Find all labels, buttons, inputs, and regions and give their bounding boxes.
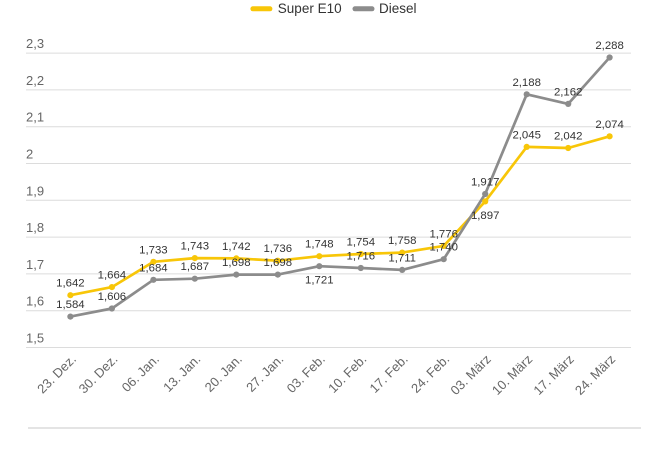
svg-text:1,642: 1,642 xyxy=(56,278,85,290)
svg-text:2: 2 xyxy=(26,147,33,162)
svg-text:2,074: 2,074 xyxy=(595,119,624,131)
svg-text:1,743: 1,743 xyxy=(181,241,210,253)
svg-text:1,7: 1,7 xyxy=(26,257,44,272)
svg-text:1,736: 1,736 xyxy=(264,243,293,255)
svg-text:1,584: 1,584 xyxy=(56,299,85,311)
svg-text:1,776: 1,776 xyxy=(429,228,458,240)
svg-text:1,8: 1,8 xyxy=(26,220,44,235)
svg-text:2,288: 2,288 xyxy=(595,40,624,52)
svg-text:2,1: 2,1 xyxy=(26,110,44,125)
svg-text:1,758: 1,758 xyxy=(388,235,417,247)
svg-text:2,042: 2,042 xyxy=(554,131,583,143)
svg-text:1,684: 1,684 xyxy=(139,262,168,274)
svg-text:1,5: 1,5 xyxy=(26,331,44,346)
svg-text:1,897: 1,897 xyxy=(471,210,500,222)
svg-text:1,733: 1,733 xyxy=(139,244,168,256)
svg-text:2,188: 2,188 xyxy=(512,77,541,89)
svg-text:1,698: 1,698 xyxy=(264,257,293,269)
svg-text:1,9: 1,9 xyxy=(26,183,44,198)
svg-text:Diesel: Diesel xyxy=(379,1,417,16)
svg-text:1,740: 1,740 xyxy=(429,242,458,254)
svg-text:1,721: 1,721 xyxy=(305,275,334,287)
svg-text:1,711: 1,711 xyxy=(388,252,416,264)
svg-text:1,606: 1,606 xyxy=(98,291,127,303)
svg-text:1,754: 1,754 xyxy=(347,237,376,249)
svg-text:1,6: 1,6 xyxy=(26,294,44,309)
svg-text:2,162: 2,162 xyxy=(554,86,583,98)
svg-text:1,716: 1,716 xyxy=(347,251,376,263)
svg-text:1,748: 1,748 xyxy=(305,239,334,251)
svg-text:2,3: 2,3 xyxy=(26,36,44,51)
svg-text:2,045: 2,045 xyxy=(512,129,541,141)
svg-text:1,917: 1,917 xyxy=(471,177,500,189)
svg-text:1,687: 1,687 xyxy=(181,261,210,273)
svg-text:Super E10: Super E10 xyxy=(278,1,342,16)
svg-text:1,664: 1,664 xyxy=(98,270,127,282)
svg-text:2,2: 2,2 xyxy=(26,73,44,88)
svg-text:1,698: 1,698 xyxy=(222,257,251,269)
svg-text:1,742: 1,742 xyxy=(222,241,251,253)
